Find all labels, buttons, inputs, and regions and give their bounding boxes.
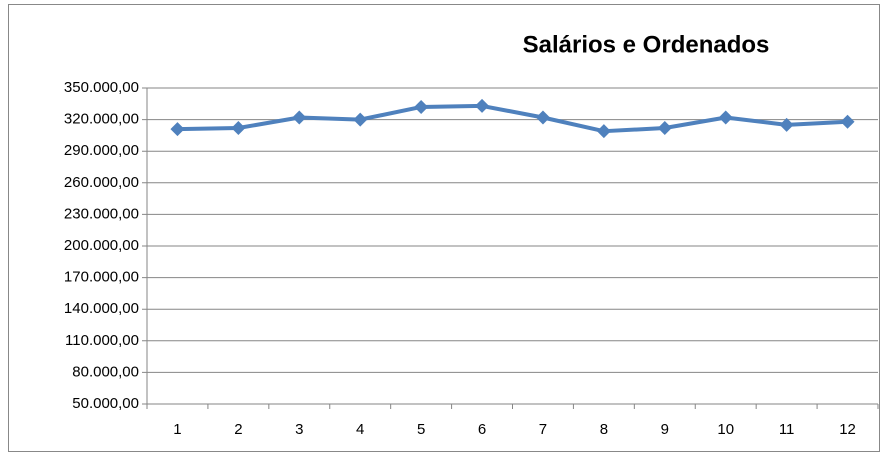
x-tick-label: 10 [717,421,734,438]
series-line [177,103,848,134]
y-tick-label: 80.000,00 [72,363,139,380]
y-tick-label: 320.000,00 [64,111,139,128]
x-tick-label: 1 [173,421,181,438]
x-tick-label: 6 [478,421,486,438]
marker [231,121,246,136]
x-tick-label: 3 [295,421,303,438]
x-tick-label: 8 [600,421,608,438]
x-tick-label: 12 [839,421,856,438]
marker [475,98,490,113]
y-tick-label: 290.000,00 [64,142,139,159]
chart-border [8,4,880,452]
y-tick-label: 170.000,00 [64,269,139,286]
y-tick-label: 110.000,00 [65,332,139,349]
marker [292,110,307,125]
y-tick-label: 200.000,00 [64,237,139,254]
marker [596,124,611,139]
marker [353,112,368,127]
marker [535,110,550,125]
marker [840,114,855,129]
x-tick-label: 2 [234,421,242,438]
x-tick-label: 5 [417,421,425,438]
marker [170,122,185,137]
y-tick-label: 140.000,00 [64,300,139,317]
plot [170,98,855,139]
x-tick-label: 7 [539,421,547,438]
chart-title: Salários e Ordenados [523,31,770,58]
y-tick-label: 260.000,00 [64,174,139,191]
marker [718,110,733,125]
marker [779,117,794,132]
y-tick-label: 50.000,00 [72,395,139,412]
x-tick-label: 9 [661,421,669,438]
marker [414,99,429,114]
x-tick-label: 4 [356,421,364,438]
x-tick-label: 11 [779,421,795,438]
marker [657,121,672,136]
y-tick-label: 230.000,00 [64,205,139,222]
y-tick-label: 350.000,00 [64,79,139,96]
